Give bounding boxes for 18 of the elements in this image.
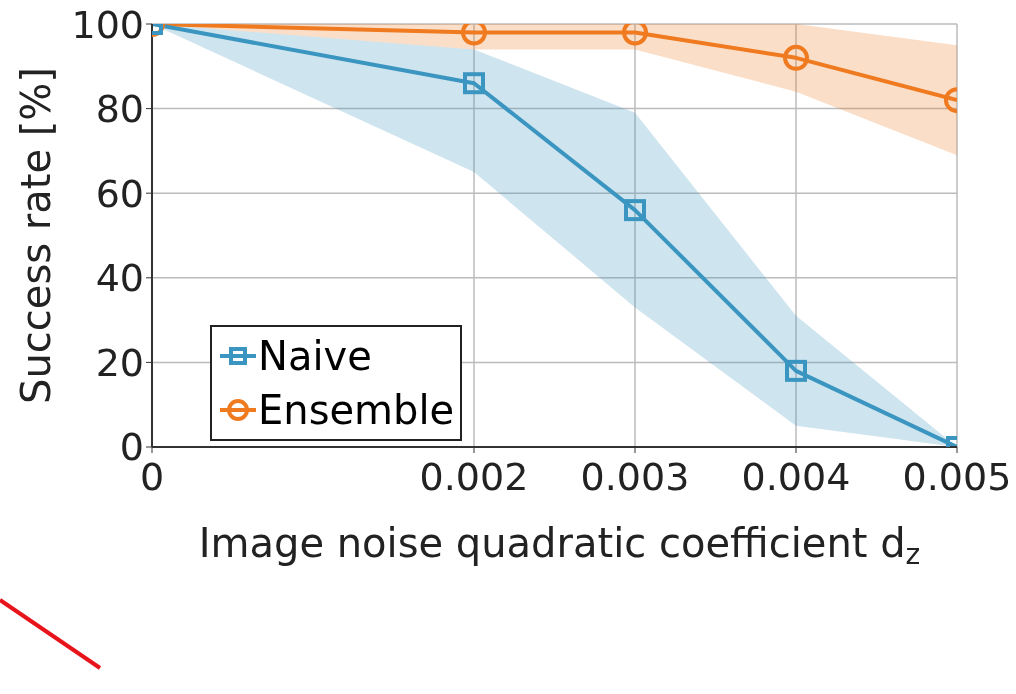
y-tick-label: 40	[95, 256, 144, 301]
y-tick-label: 80	[95, 87, 144, 132]
point	[463, 72, 485, 95]
x-tick-label: 0.004	[741, 454, 851, 499]
y-axis-title: Success rate [%]	[13, 67, 59, 404]
x-tick-label: 0.003	[580, 454, 690, 499]
point	[461, 24, 487, 46]
x-tick-label: 0.005	[902, 454, 1012, 499]
y-tick-label: 0	[119, 425, 144, 470]
x-tick-label: 0.002	[419, 454, 529, 499]
x-axis-title: Image noise quadratic coefficient d$_{z}$	[198, 520, 921, 571]
point	[624, 199, 646, 222]
point	[622, 24, 648, 46]
y-tick-label: 60	[95, 171, 144, 216]
legend-label: Ensemble	[258, 387, 455, 433]
y-tick-label: 100	[71, 2, 144, 47]
y-tick-label: 20	[95, 340, 144, 385]
legend-label: Naive	[258, 333, 372, 379]
